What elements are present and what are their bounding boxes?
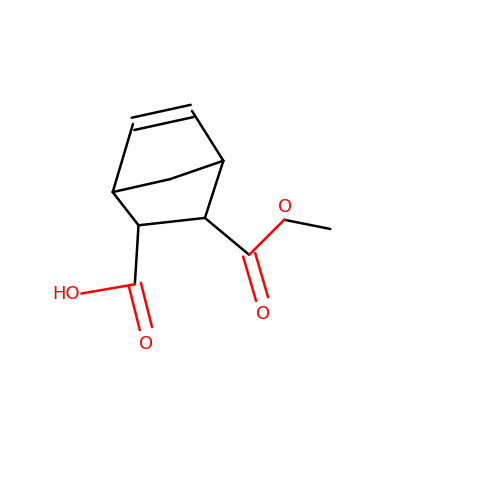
Text: O: O [278, 198, 292, 216]
Text: O: O [139, 335, 153, 353]
Text: O: O [256, 305, 270, 323]
Text: HO: HO [52, 285, 80, 303]
